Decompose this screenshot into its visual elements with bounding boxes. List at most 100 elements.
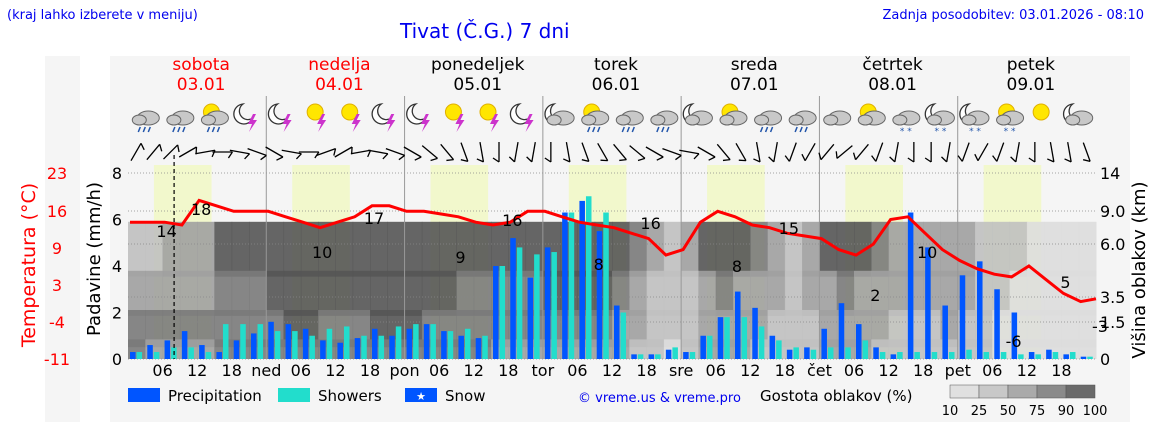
cloud-height-tick: 0 bbox=[1100, 350, 1110, 369]
wind-feather bbox=[1047, 158, 1055, 163]
shower-bar bbox=[672, 347, 678, 359]
cloud-cell bbox=[871, 310, 890, 348]
shower-bar bbox=[153, 352, 160, 359]
cloud-rain-icon bbox=[754, 110, 783, 133]
cloud-legend-level: 25 bbox=[971, 404, 988, 419]
cloud-cell bbox=[145, 270, 164, 316]
cloud-icon bbox=[546, 114, 562, 126]
cloud-cell bbox=[491, 221, 509, 277]
precip-bar bbox=[320, 340, 326, 359]
shower-bar bbox=[1087, 356, 1093, 359]
day-name: sobota bbox=[172, 55, 230, 75]
temperature-label: 10 bbox=[917, 243, 937, 262]
cloud-cell bbox=[162, 270, 181, 316]
shower-bar bbox=[793, 347, 799, 359]
day-date: 06.01 bbox=[592, 75, 641, 95]
wind-barb bbox=[697, 146, 716, 161]
cloud-cell bbox=[404, 221, 423, 277]
moon-snow-icon: * * bbox=[924, 103, 955, 137]
precip-bar bbox=[890, 354, 897, 359]
cloud-cell bbox=[1009, 270, 1028, 316]
wind-barb bbox=[229, 149, 251, 160]
precip-bar bbox=[648, 354, 655, 359]
wind-feather bbox=[738, 159, 747, 162]
cloud-icon bbox=[823, 114, 839, 126]
shower-bar bbox=[983, 352, 990, 359]
sun-cloud-icon bbox=[857, 103, 886, 126]
wind-feather bbox=[333, 148, 337, 156]
precip-axis: 0 2 4 6 8 bbox=[112, 164, 122, 369]
wind-staff bbox=[961, 142, 970, 162]
page-title: Tivat (Č.G.) 7 dni bbox=[400, 19, 570, 43]
wind-feather bbox=[992, 155, 998, 162]
location-hint[interactable]: (kraj lahko izberete v meniju) bbox=[7, 8, 198, 23]
raindrop-icon bbox=[656, 126, 660, 133]
precip-bar bbox=[389, 335, 395, 359]
wind-feather bbox=[600, 159, 608, 162]
wind-feather bbox=[295, 153, 302, 160]
wind-feather bbox=[722, 159, 731, 162]
cloud-cell bbox=[456, 270, 475, 316]
cloud-cell bbox=[1026, 270, 1045, 316]
wind-barb bbox=[350, 149, 372, 158]
precip-bar bbox=[1028, 352, 1035, 359]
wind-feather bbox=[260, 154, 267, 161]
cloud-legend-level: 90 bbox=[1058, 404, 1075, 419]
shower-bar bbox=[482, 335, 488, 359]
wind-feather bbox=[563, 158, 571, 163]
wind-staff bbox=[1049, 142, 1055, 162]
x-tick-label: 12 bbox=[1017, 361, 1037, 380]
cloud-cell bbox=[940, 270, 959, 316]
x-tick-label: 06 bbox=[844, 361, 864, 380]
x-tick-label: 12 bbox=[187, 361, 207, 380]
wind-barb bbox=[316, 147, 337, 157]
temperature-tick: 3 bbox=[52, 276, 62, 295]
wind-staff bbox=[565, 142, 571, 162]
cloud-cell bbox=[698, 270, 717, 316]
cloud-cell bbox=[767, 221, 786, 277]
wind-barb bbox=[924, 142, 932, 163]
shower-bar bbox=[499, 266, 506, 359]
cloud-icon bbox=[200, 114, 216, 126]
x-tick-label: tor bbox=[532, 361, 555, 380]
precip-bar bbox=[372, 328, 378, 359]
wind-staff bbox=[1082, 142, 1091, 162]
legend: Precipitation Showers ★ Snow © vreme.us … bbox=[128, 387, 913, 406]
wind-feather bbox=[1028, 157, 1036, 163]
wind-barb bbox=[941, 142, 951, 163]
wind-barb bbox=[146, 143, 163, 161]
wind-staff bbox=[479, 142, 485, 162]
wind-feather bbox=[446, 159, 454, 162]
wind-staff bbox=[368, 149, 388, 155]
precip-bar bbox=[717, 317, 724, 359]
right-panel-bg bbox=[1100, 56, 1130, 422]
wind-feather bbox=[889, 156, 896, 163]
temperature-label: 8 bbox=[594, 255, 604, 274]
wind-barb bbox=[526, 142, 536, 163]
cloud-legend-swatch bbox=[1065, 384, 1096, 399]
wind-barb bbox=[597, 143, 609, 162]
cloud-cell bbox=[318, 221, 336, 277]
temperature-tick: 16 bbox=[47, 202, 67, 221]
moon-cloud-icon bbox=[1062, 103, 1094, 126]
day-date: 09.01 bbox=[1007, 75, 1056, 95]
wind-feather bbox=[974, 153, 979, 161]
shower-bar bbox=[274, 331, 281, 359]
wind-barb bbox=[784, 142, 797, 162]
temperature-label: -3 bbox=[1092, 317, 1108, 336]
sun-icon bbox=[1032, 103, 1050, 121]
temperature-label: 16 bbox=[640, 214, 660, 233]
shower-bar bbox=[1035, 354, 1041, 359]
precip-bar bbox=[493, 266, 499, 359]
moon-storm-icon bbox=[406, 103, 430, 132]
cloud-cell bbox=[214, 221, 233, 277]
wind-staff bbox=[334, 146, 353, 158]
wind-feather bbox=[675, 154, 682, 161]
cloud-cell bbox=[871, 270, 890, 316]
day-name: nedelja bbox=[308, 55, 370, 75]
sun-cloud-icon bbox=[719, 103, 748, 126]
lightning-icon bbox=[282, 114, 292, 132]
wind-staff bbox=[716, 143, 731, 161]
